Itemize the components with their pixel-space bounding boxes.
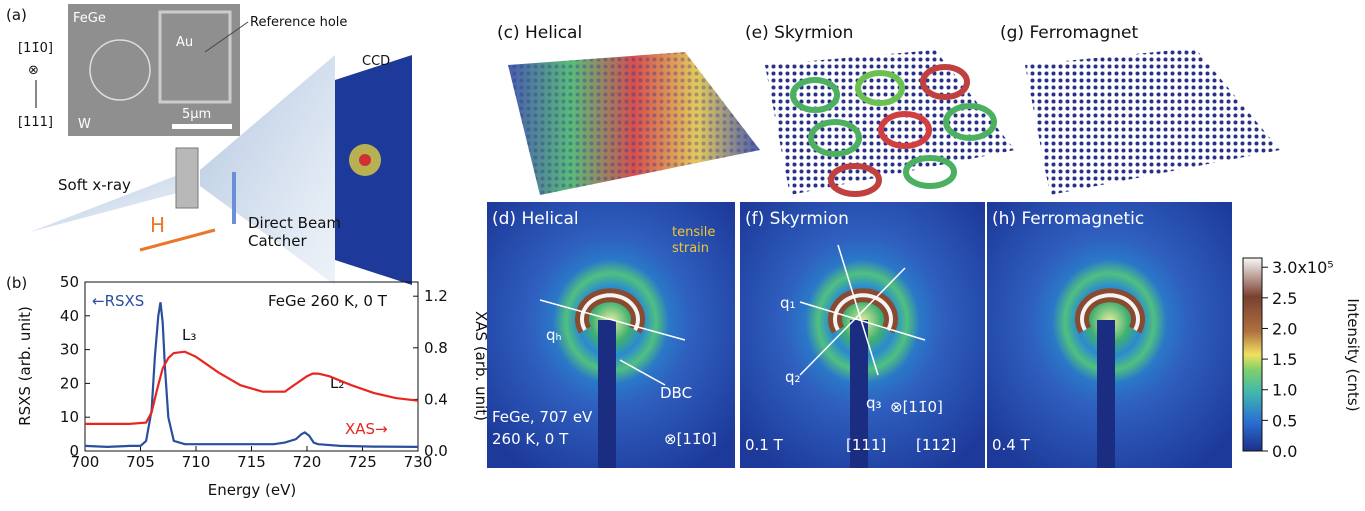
beam-catcher <box>232 172 236 224</box>
legend-entry: ←RSXS <box>92 292 144 310</box>
axis-label: [111] <box>18 115 53 130</box>
panel-label: (a) <box>6 6 27 24</box>
beam-stop <box>598 320 616 468</box>
scale-label: 5μm <box>182 107 211 122</box>
axis-label: [11̄0] <box>18 41 53 56</box>
y-tick-label: 0 <box>69 442 79 460</box>
annotation: 0.4 T <box>992 436 1031 454</box>
sem-label: W <box>78 117 91 132</box>
y-tick-label: 40 <box>60 307 79 325</box>
y-tick-label: 10 <box>60 408 79 426</box>
annotation: 0.1 T <box>745 436 784 454</box>
y2-tick-label: 1.2 <box>424 287 448 305</box>
q-label: qₕ <box>546 326 562 344</box>
field-label: H <box>150 213 165 237</box>
annotation: tensile <box>672 225 715 240</box>
ferromagnet-texture <box>1025 48 1280 195</box>
x-axis-label: Energy (eV) <box>208 481 296 499</box>
annotation: DBC <box>660 384 692 402</box>
colorbar-label: Intensity (cnts) <box>1344 298 1362 411</box>
y2-tick-label: 0.0 <box>424 442 448 460</box>
sem-label: Reference hole <box>250 15 347 30</box>
legend-entry: XAS→ <box>345 420 388 438</box>
sample <box>176 148 198 208</box>
sem-label: FeGe <box>73 11 106 26</box>
figure: (a) FeGe Au Reference hole 5μm W [11̄0] … <box>0 0 1365 511</box>
colorbar-tick-label: 2.0 <box>1272 319 1297 338</box>
annotation: FeGe 260 K, 0 T <box>268 292 388 310</box>
colorbar-tick-label: 0.0 <box>1272 442 1297 461</box>
q-label: q₃ <box>866 394 882 412</box>
colorbar <box>1243 258 1262 451</box>
annotation: FeGe, 707 eV <box>492 408 593 426</box>
colorbar-tick-label: 2.5 <box>1272 289 1297 308</box>
y2-tick-label: 0.8 <box>424 339 448 357</box>
panel-label: (e) Skyrmion <box>745 23 853 43</box>
panel-label: (h) Ferromagnetic <box>992 209 1144 229</box>
x-tick-label: 720 <box>293 453 322 471</box>
annotation: ⊗[11̄0] <box>890 398 943 416</box>
annotation: [112̄] <box>916 436 956 454</box>
panel-label: (g) Ferromagnet <box>1000 23 1138 43</box>
catcher-label: Catcher <box>248 232 308 250</box>
q-label: q₁ <box>780 294 796 312</box>
x-tick-label: 715 <box>237 453 266 471</box>
x-tick-label: 725 <box>348 453 377 471</box>
diffraction-h <box>987 202 1232 468</box>
panel-label: (d) Helical <box>492 209 579 229</box>
colorbar-tick-label: 0.5 <box>1272 411 1297 430</box>
y-tick-label: 30 <box>60 341 79 359</box>
beam-stop <box>1097 320 1115 468</box>
diffraction-f <box>740 202 985 468</box>
sem-label: Au <box>176 35 193 50</box>
colorbar-tick-label: 3.0x10⁵ <box>1272 258 1334 277</box>
annotation: L₃ <box>182 326 196 344</box>
helical-dots <box>508 52 760 195</box>
panel-label: (f) Skyrmion <box>745 209 849 229</box>
x-tick-label: 705 <box>126 453 155 471</box>
panel-label: (c) Helical <box>497 23 582 43</box>
ccd-spot <box>359 154 371 166</box>
annotation: 260 K, 0 T <box>492 430 569 448</box>
panel-label: (b) <box>6 274 27 292</box>
colorbar-tick-label: 1.0 <box>1272 381 1297 400</box>
annotation: ⊗[11̄0] <box>664 430 717 448</box>
ccd-label: CCD <box>362 54 390 69</box>
scale-bar <box>172 124 232 129</box>
axis-symbol: ⊗ <box>28 63 39 78</box>
y-tick-label: 20 <box>60 374 79 392</box>
annotation: [111] <box>846 436 886 454</box>
annotation: strain <box>672 241 709 256</box>
y-axis-label: RSXS (arb. unit) <box>16 306 34 426</box>
y-tick-label: 50 <box>60 273 79 291</box>
series-line <box>85 352 418 424</box>
catcher-label: Direct Beam <box>248 214 341 232</box>
q-label: q₂ <box>785 368 801 386</box>
y2-tick-label: 0.4 <box>424 390 448 408</box>
x-tick-label: 710 <box>182 453 211 471</box>
colorbar-tick-label: 1.5 <box>1272 350 1297 369</box>
beam-label: Soft x-ray <box>58 176 131 194</box>
